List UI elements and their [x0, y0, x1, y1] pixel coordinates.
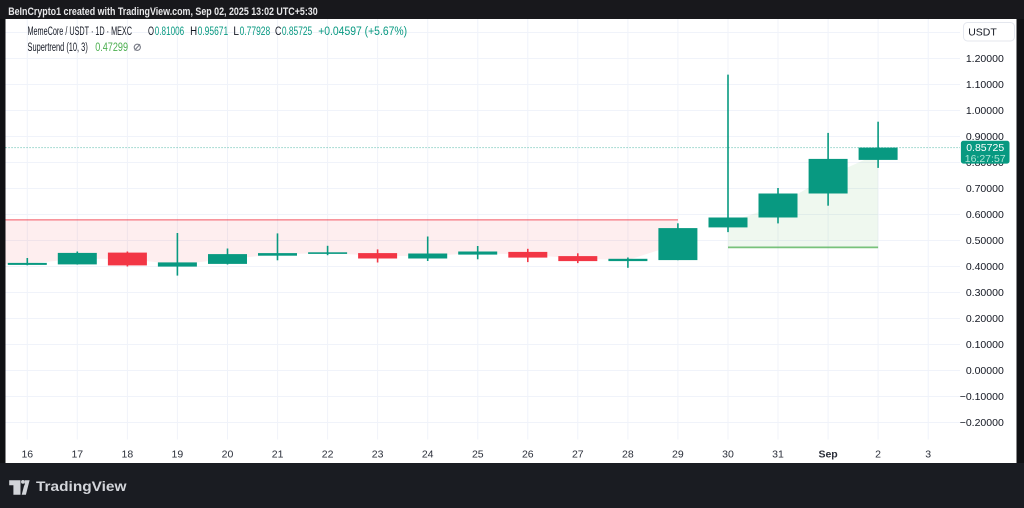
svg-text:−0.20000: −0.20000	[960, 417, 1004, 429]
svg-text:21: 21	[272, 449, 284, 461]
svg-text:0.60000: 0.60000	[966, 209, 1004, 221]
svg-text:1.10000: 1.10000	[966, 79, 1004, 91]
svg-text:20: 20	[222, 449, 234, 461]
svg-text:0.40000: 0.40000	[966, 261, 1004, 273]
svg-text:0.70000: 0.70000	[966, 183, 1004, 195]
svg-text:25: 25	[472, 449, 484, 461]
svg-text:0.47299: 0.47299	[95, 42, 128, 54]
svg-text:3: 3	[925, 449, 931, 461]
svg-text:L: L	[233, 26, 239, 38]
svg-text:28: 28	[622, 449, 634, 461]
svg-text:0.20000: 0.20000	[966, 313, 1004, 325]
svg-text:31: 31	[772, 449, 784, 461]
svg-text:0.85725: 0.85725	[282, 26, 312, 38]
svg-text:16: 16	[21, 449, 33, 461]
svg-text:24: 24	[422, 449, 434, 461]
svg-text:22: 22	[322, 449, 334, 461]
svg-text:0.00000: 0.00000	[966, 365, 1004, 377]
svg-text:0.85725: 0.85725	[966, 142, 1004, 154]
svg-text:TradingView: TradingView	[36, 479, 127, 494]
svg-text:30: 30	[722, 449, 734, 461]
svg-text:H: H	[190, 26, 197, 38]
svg-text:23: 23	[372, 449, 384, 461]
svg-text:26: 26	[522, 449, 534, 461]
svg-text:0.10000: 0.10000	[966, 339, 1004, 351]
svg-text:2: 2	[875, 449, 881, 461]
svg-text:Supertrend (10, 3): Supertrend (10, 3)	[28, 42, 88, 54]
svg-text:0.77928: 0.77928	[240, 26, 271, 38]
svg-text:USDT: USDT	[968, 26, 997, 38]
svg-text:MemeCore / USDT · 1D · MEXC: MemeCore / USDT · 1D · MEXC	[28, 26, 133, 38]
svg-text:0.95671: 0.95671	[198, 26, 229, 38]
svg-text:0.81006: 0.81006	[155, 26, 184, 38]
svg-text:O: O	[148, 26, 154, 38]
svg-text:BeInCrypto1 created with Tradi: BeInCrypto1 created with TradingView.com…	[8, 6, 318, 18]
svg-text:27: 27	[572, 449, 584, 461]
svg-text:29: 29	[672, 449, 684, 461]
svg-text:19: 19	[172, 449, 184, 461]
svg-text:0.90000: 0.90000	[966, 131, 1004, 143]
svg-text:−0.10000: −0.10000	[960, 391, 1004, 403]
svg-text:1.00000: 1.00000	[966, 105, 1004, 117]
svg-text:+0.04597 (+5.67%): +0.04597 (+5.67%)	[318, 26, 407, 38]
svg-text:0.30000: 0.30000	[966, 287, 1004, 299]
svg-text:Sep: Sep	[818, 449, 837, 461]
svg-text:1.20000: 1.20000	[966, 53, 1004, 65]
svg-text:0.50000: 0.50000	[966, 235, 1004, 247]
svg-text:17: 17	[71, 449, 83, 461]
svg-text:16:27:57: 16:27:57	[965, 153, 1006, 165]
svg-text:18: 18	[122, 449, 134, 461]
svg-text:C: C	[275, 26, 281, 38]
